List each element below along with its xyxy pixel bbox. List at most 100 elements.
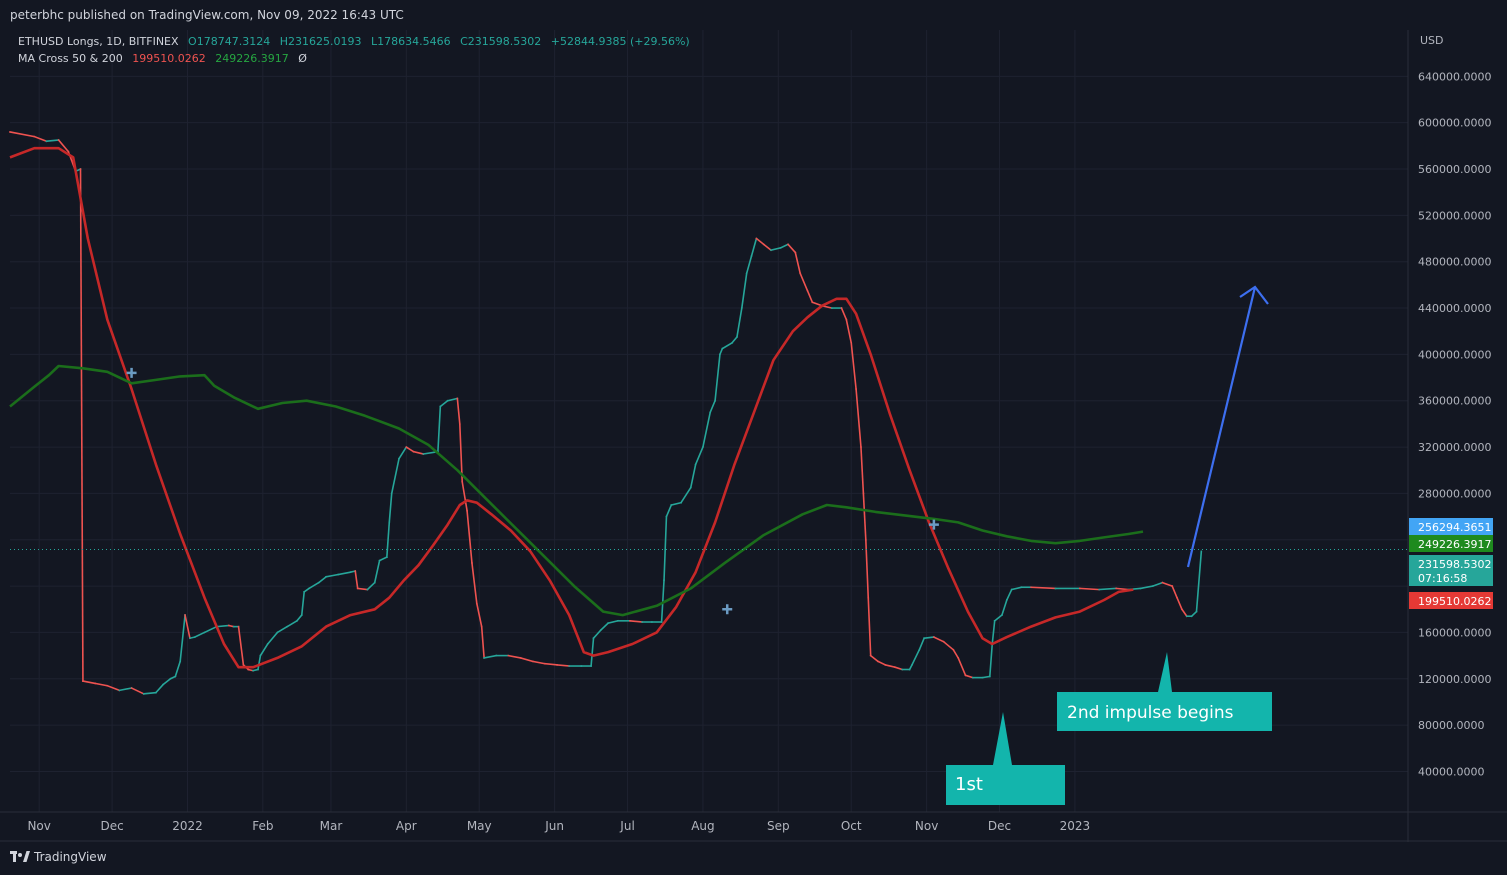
price-candle [174,660,182,678]
price-candle [679,486,692,504]
publish-line: peterbhc published on TradingView.com, N… [10,8,404,22]
price-candle [33,135,48,143]
price-tag-text: 249226.3917 [1418,538,1491,551]
cross-marker [722,604,733,615]
price-candle [884,663,896,669]
y-tick-label: 440000.0000 [1418,302,1491,315]
price-candle [923,636,935,640]
y-tick-label: 600000.0000 [1418,117,1491,130]
price-candle [475,602,483,628]
y-tick-label: 360000.0000 [1418,395,1491,408]
price-candle [215,624,230,628]
x-tick-label: Nov [915,819,938,833]
price-candle [779,243,790,249]
price-tag-text: 231598.5302 [1418,558,1491,571]
price-candle [855,388,862,448]
high-value: H231625.0193 [279,35,362,48]
publish-header: peterbhc published on TradingView.com, N… [0,0,1507,30]
price-candle [519,656,534,663]
tradingview-logo[interactable]: TradingView [10,850,107,864]
x-tick-label: Aug [691,819,714,833]
price-candle [964,674,974,679]
x-tick-label: May [467,819,492,833]
callout-second-text: 2nd impulse begins [1067,703,1234,723]
price-candle [957,656,967,677]
price-candle [607,619,619,625]
price-candle [142,691,157,695]
price-candle [740,272,748,309]
price-candle [303,587,311,593]
price-tag [1409,592,1493,609]
indicator-extra: Ø [298,52,307,65]
x-tick-label: 2022 [172,819,203,833]
y-tick-label: 120000.0000 [1418,673,1491,686]
symbol-legend: ETHUSD Longs, 1D, BITFINEX O178747.3124 … [18,35,696,48]
price-chart[interactable]: Nov Dec 2022 Feb Mar Apr May Jun Jul Aug Sep Oct Nov… [0,0,1507,842]
price-candle [480,625,485,659]
x-tick-label: Feb [252,819,273,833]
price-candle [79,168,84,682]
price-candle [354,570,359,590]
price-candle [689,463,697,489]
price-candle [932,635,945,643]
arrow-head [1239,285,1269,305]
price-candle [730,335,739,344]
price-candle [162,677,172,686]
price-candle [259,642,269,657]
price-candle [227,624,235,628]
price-candle [694,446,704,466]
price-candle [1139,585,1154,590]
y-tick-label: 160000.0000 [1418,626,1491,639]
price-candle [1195,550,1203,613]
price-candle [1030,586,1057,590]
price-candle [1000,598,1008,617]
price-candle [908,663,914,671]
indicator-name[interactable]: MA Cross 50 & 200 [18,52,123,65]
price-candle [184,614,191,640]
ma-50-line [9,146,1134,669]
close-value: C231598.5302 [460,35,542,48]
price-candle [325,573,340,578]
price-tag-countdown: 07:16:58 [1418,572,1467,585]
price-candle [850,341,857,391]
y-tick-label: 400000.0000 [1418,348,1491,361]
price-tag [1409,555,1493,586]
price-candle [130,686,145,695]
price-candle [869,654,880,663]
price-candle [1098,587,1118,591]
price-candle [714,353,721,402]
price-candle [349,570,357,574]
price-candle [893,666,904,671]
price-candle [1115,587,1130,591]
price-candle [629,619,644,623]
price-candle [154,683,165,694]
price-tag [1409,518,1493,535]
y-tick-label: 280000.0000 [1418,487,1491,500]
price-candle [356,587,369,591]
price-candle [466,509,473,564]
cross-marker [126,367,137,378]
price-tag-text: 256294.3651 [1418,521,1491,534]
price-candle [378,556,388,562]
price-candle [531,660,546,665]
price-candle [57,138,70,153]
price-candle [988,643,994,678]
ma-200-line [9,364,1144,617]
price-candle [179,614,186,663]
price-candle [845,318,853,344]
callout-first-text: 1st [955,774,983,795]
x-tick-label: Sep [767,819,790,833]
price-candle [94,682,109,687]
price-candle [257,654,262,671]
price-candle [942,640,955,651]
y-tick-label: 480000.0000 [1418,256,1491,269]
price-tag-text: 199510.0262 [1418,595,1491,608]
price-candle [295,613,303,622]
price-candle [544,662,558,666]
price-candle [670,501,683,506]
price-candle [910,648,921,666]
price-candle [599,622,610,632]
price-candle [1180,608,1188,618]
symbol-name[interactable]: ETHUSD Longs, 1D, BITFINEX [18,35,179,48]
price-candle [876,660,887,666]
